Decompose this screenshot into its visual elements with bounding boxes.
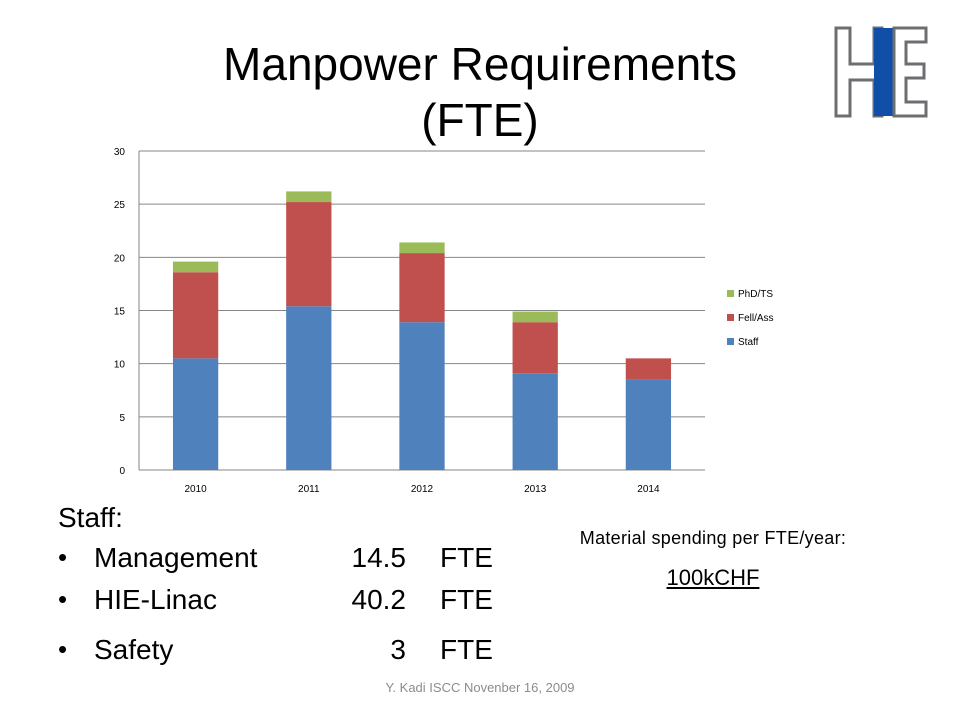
y-tick-label: 15 (114, 307, 126, 318)
bar-staff-2010 (172, 358, 219, 470)
x-tick-label: 2011 (298, 484, 320, 495)
staff-item-name: Safety (94, 634, 174, 665)
slide-title-line2: (FTE) (421, 94, 539, 146)
y-axis-ticks: 0 5 10 15 20 25 30 (114, 147, 126, 477)
manpower-chart: 0 5 10 15 20 25 30 2010 2011 2012 2013 2014 PhD/TS… (114, 147, 774, 495)
bar-staff-2014 (625, 379, 672, 470)
y-tick-label: 0 (119, 466, 125, 477)
staff-item-value: 3 (390, 634, 406, 665)
x-tick-label: 2013 (524, 484, 547, 495)
staff-item-value: 14.5 (351, 542, 407, 573)
y-tick-label: 5 (119, 413, 125, 424)
staff-item-unit: FTE (440, 542, 493, 573)
slide-title: Manpower Requirements (FTE) (120, 36, 840, 148)
bar-staff-2012 (399, 322, 445, 470)
y-tick-label: 10 (114, 360, 126, 371)
legend-label: Staff (738, 337, 759, 348)
y-tick-label: 20 (114, 253, 126, 264)
legend-swatch (727, 314, 734, 321)
legend-swatch (727, 338, 734, 345)
bar-fell-ass-2011 (286, 202, 332, 307)
bar-staff-2013 (512, 373, 558, 470)
material-value-wrap: 100kCHF (553, 565, 873, 591)
bar-phd-ts-2012 (399, 242, 445, 254)
slide-title-line1: Manpower Requirements (223, 38, 737, 90)
bar-phd-ts-2010 (172, 261, 219, 273)
bar-phd-ts-2013 (512, 311, 558, 323)
bar-staff-2011 (286, 306, 332, 470)
footer-text: Y. Kadi ISCC Novenber 16, 2009 (385, 680, 575, 695)
staff-heading: Staff: (58, 502, 123, 533)
staff-item-unit: FTE (440, 584, 493, 615)
y-tick-label: 25 (114, 200, 126, 211)
staff-item-value: 40.2 (351, 584, 407, 615)
bar-fell-ass-2012 (399, 253, 445, 323)
bars (172, 191, 672, 470)
bar-phd-ts-2011 (286, 191, 332, 203)
material-label: Material spending per FTE/year: (579, 528, 847, 548)
bar-fell-ass-2010 (172, 272, 219, 359)
x-tick-label: 2010 (184, 484, 207, 495)
material-value: 100kCHF (666, 565, 760, 590)
bullet-icon: • (58, 634, 68, 664)
x-tick-label: 2014 (637, 484, 660, 495)
legend-swatch (727, 290, 734, 297)
bar-fell-ass-2013 (512, 322, 558, 374)
x-axis-ticks: 2010 2011 2012 2013 2014 (184, 484, 659, 495)
bullet-icon: • (58, 584, 68, 614)
bar-fell-ass-2014 (625, 358, 672, 380)
bullet-icon: • (58, 542, 68, 572)
legend-label: PhD/TS (738, 289, 773, 300)
x-tick-label: 2012 (411, 484, 434, 495)
legend: PhD/TS Fell/Ass Staff (727, 289, 774, 348)
staff-item-name: Management (94, 542, 258, 573)
legend-label: Fell/Ass (738, 313, 774, 324)
y-tick-label: 30 (114, 147, 126, 158)
hie-logo (834, 26, 928, 118)
staff-item-unit: FTE (440, 634, 493, 665)
staff-item-name: HIE-Linac (94, 584, 217, 615)
